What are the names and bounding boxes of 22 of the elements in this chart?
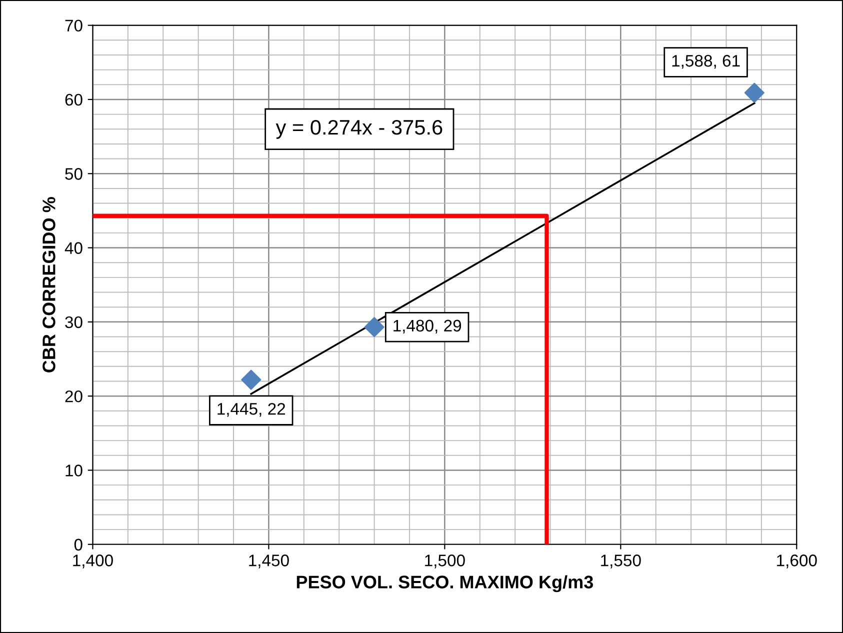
x-tick-label: 1,450 — [249, 554, 289, 568]
data-label: 1,445, 22 — [218, 402, 286, 417]
point — [241, 370, 262, 390]
x-tick-label: 1,400 — [73, 554, 113, 568]
annotation: y = 0.274x - 375.6 — [276, 120, 442, 139]
y-axis-title: CBR CORREGIDO % — [42, 197, 56, 372]
x-tick-label: 1,500 — [425, 554, 465, 568]
x-tick-label: 1,600 — [777, 554, 817, 568]
y-tick-label: 50 — [65, 168, 82, 180]
x-axis-title: PESO VOL. SECO. MAXIMO Kg/m3 — [296, 575, 594, 592]
y-tick-label: 60 — [65, 94, 82, 106]
y-tick-label: 70 — [65, 20, 82, 32]
y-tick-label: 30 — [65, 316, 82, 328]
point — [744, 82, 764, 103]
y-tick-label: 0 — [74, 538, 82, 551]
y-tick-label: 20 — [65, 390, 82, 402]
y-tick-label: 10 — [66, 464, 82, 476]
point — [364, 317, 384, 338]
x-tick-label: 1,550 — [601, 554, 641, 568]
y-tick-label: 40 — [64, 242, 82, 254]
data-label: 1,480, 29 — [394, 320, 462, 334]
data-label: 1,588, 61 — [672, 54, 740, 69]
